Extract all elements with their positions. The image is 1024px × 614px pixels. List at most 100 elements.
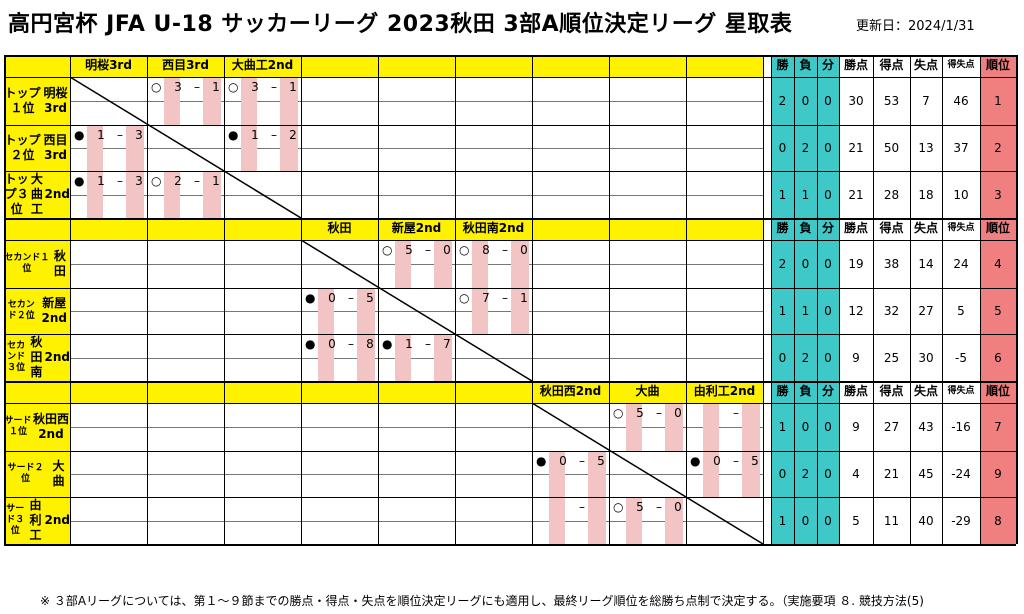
row-midline <box>70 148 763 149</box>
team-row-label: セカンド１位 秋田 <box>4 240 70 288</box>
stat-l: 1 <box>794 288 817 334</box>
column-team-header: 秋田西2nd <box>539 384 602 399</box>
stat-rank: 8 <box>980 497 1016 544</box>
score-dash: – <box>117 128 123 142</box>
match-result: ○ 5–0 <box>613 500 691 514</box>
score-highlight <box>703 403 719 451</box>
score-highlight <box>742 451 760 497</box>
stat-header: 分 <box>817 55 839 77</box>
loss-icon: ● <box>305 337 316 351</box>
stat-header: 負 <box>794 218 817 240</box>
match-result: ● 0–5 <box>305 291 383 305</box>
grid-line <box>4 381 1016 383</box>
grid-line <box>686 55 687 544</box>
score-highlight <box>357 334 375 381</box>
team-label-line: 秋田西2nd <box>32 412 69 441</box>
page-title: 高円宮杯 JFA U-18 サッカーリーグ 2023秋田 3部A順位決定リーグ … <box>8 12 793 37</box>
score-dash: – <box>502 291 508 305</box>
stat-l: 2 <box>794 334 817 381</box>
score-highlight <box>87 171 103 218</box>
team-label-line: 由利工 <box>29 498 42 542</box>
team-label-line: セカンド２位 <box>7 299 35 321</box>
team-label-line: 秋田南 <box>30 335 43 379</box>
grid-line <box>763 55 764 544</box>
stat-header: 順位 <box>980 381 1016 403</box>
win-icon: ○ <box>459 243 470 257</box>
stat-gd: 24 <box>953 257 969 271</box>
stat-d: 0 <box>817 77 839 125</box>
stat-gf: 53 <box>883 94 900 108</box>
grid-line <box>4 55 1016 57</box>
stat-w: 2 <box>771 240 794 288</box>
loss-icon: ● <box>74 128 85 142</box>
stat-w: 1 <box>771 497 794 544</box>
stat-header: 分 <box>817 381 839 403</box>
match-result: ○ 5–0 <box>613 406 691 420</box>
grid-line <box>4 125 1016 126</box>
score-dash: – <box>656 406 662 420</box>
column-team-header: 新屋2nd <box>391 221 442 236</box>
stat-header: 勝点 <box>843 384 868 399</box>
team-label-line: セカンド３位 <box>7 340 26 374</box>
column-team-header: 秋田南2nd <box>462 221 525 236</box>
stat-header: 勝 <box>771 381 794 403</box>
score-highlight <box>164 171 180 218</box>
stat-pts: 30 <box>848 94 864 108</box>
diagonal-line <box>69 76 302 219</box>
stat-w: 0 <box>771 334 794 381</box>
stat-ga: 40 <box>918 513 934 528</box>
stat-pts: 9 <box>852 350 860 365</box>
team-label-line: トップ３位 <box>4 172 29 216</box>
team-row-label: サード１位 秋田西2nd <box>4 403 70 451</box>
score-dash: – <box>271 80 277 94</box>
stat-header: 得点 <box>879 384 904 399</box>
loss-icon: ● <box>690 454 701 468</box>
score-for: 3 <box>174 80 182 94</box>
stat-d: 0 <box>817 451 839 497</box>
stat-pts: 21 <box>848 187 864 202</box>
grid-line <box>1016 55 1018 544</box>
loss-icon: ● <box>228 128 239 142</box>
stat-gd: -5 <box>955 350 967 365</box>
stat-gf: 11 <box>883 513 900 528</box>
column-team-header: 由利工2nd <box>693 384 756 399</box>
score-highlight <box>126 171 144 218</box>
team-row-label: トップ１位 明桜3rd <box>4 77 70 125</box>
stat-d: 0 <box>817 125 839 171</box>
stat-header: 得失点 <box>947 60 975 71</box>
score-dash: – <box>348 291 354 305</box>
grid-line <box>873 55 874 544</box>
team-label-line: 大曲 <box>52 459 65 488</box>
score-highlight <box>665 403 683 451</box>
match-result: ● 0–5 <box>536 454 614 468</box>
score-dash: – <box>733 406 739 420</box>
score-dash: – <box>271 128 277 142</box>
loss-icon: ● <box>305 291 316 305</box>
diagonal-line <box>531 402 764 545</box>
team-label-line: 新屋2nd <box>41 296 67 325</box>
win-icon: ○ <box>228 80 239 94</box>
grid-line <box>4 218 1016 220</box>
stat-d: 0 <box>817 288 839 334</box>
stat-l: 0 <box>794 403 817 451</box>
score-highlight <box>511 288 529 334</box>
footnote: ※ ３部Aリーグについては、第１〜９節までの勝点・得点・失点を順位決定リーグにも… <box>40 594 924 608</box>
win-icon: ○ <box>613 500 624 514</box>
column-team-header: 秋田 <box>327 221 352 236</box>
team-label-line: 大曲工 <box>30 172 43 216</box>
grid-line <box>301 55 302 544</box>
score-for: 8 <box>482 243 490 257</box>
score-for: 7 <box>482 291 490 305</box>
score-dash: – <box>425 243 431 257</box>
stat-header: 順位 <box>980 218 1016 240</box>
score-for: 5 <box>405 243 413 257</box>
win-icon: ○ <box>151 174 162 188</box>
score-against: 1 <box>212 174 220 188</box>
stat-ga: 30 <box>918 350 934 365</box>
stat-header: 得点 <box>879 58 904 73</box>
stat-gd: -16 <box>951 420 971 434</box>
stat-pts: 5 <box>852 513 860 528</box>
score-highlight <box>703 451 719 497</box>
score-for: 0 <box>559 454 567 468</box>
score-dash: – <box>117 174 123 188</box>
